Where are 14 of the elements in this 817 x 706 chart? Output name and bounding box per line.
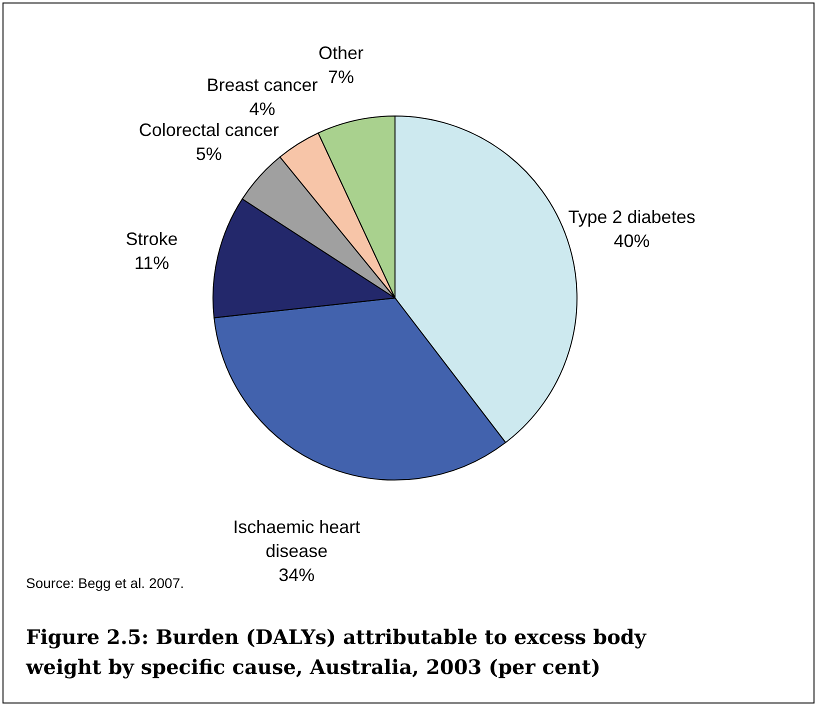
data-label: 11% [134, 253, 170, 274]
data-label: 5% [196, 144, 222, 164]
slice-label: Type 2 diabetes [568, 206, 696, 227]
data-label: 7% [328, 66, 354, 87]
text: Figure 2.5: Burden (DALYs) attributable to excess body weight by specific cause, Australia, 2003 (per cent) [25, 625, 648, 679]
slice-label: Stroke [126, 229, 178, 250]
source-note: Source: Begg et al. 2007. [26, 575, 184, 591]
data-label: 4% [249, 99, 276, 120]
slice-label: Ischaemic heart disease [233, 516, 360, 561]
slice-label: Breast cancer [206, 75, 318, 96]
data-label: 34% [278, 564, 315, 585]
data-label: 40% [614, 230, 650, 251]
slice-label: Other [318, 42, 364, 63]
slice-label: Colorectal cancer [138, 120, 279, 140]
